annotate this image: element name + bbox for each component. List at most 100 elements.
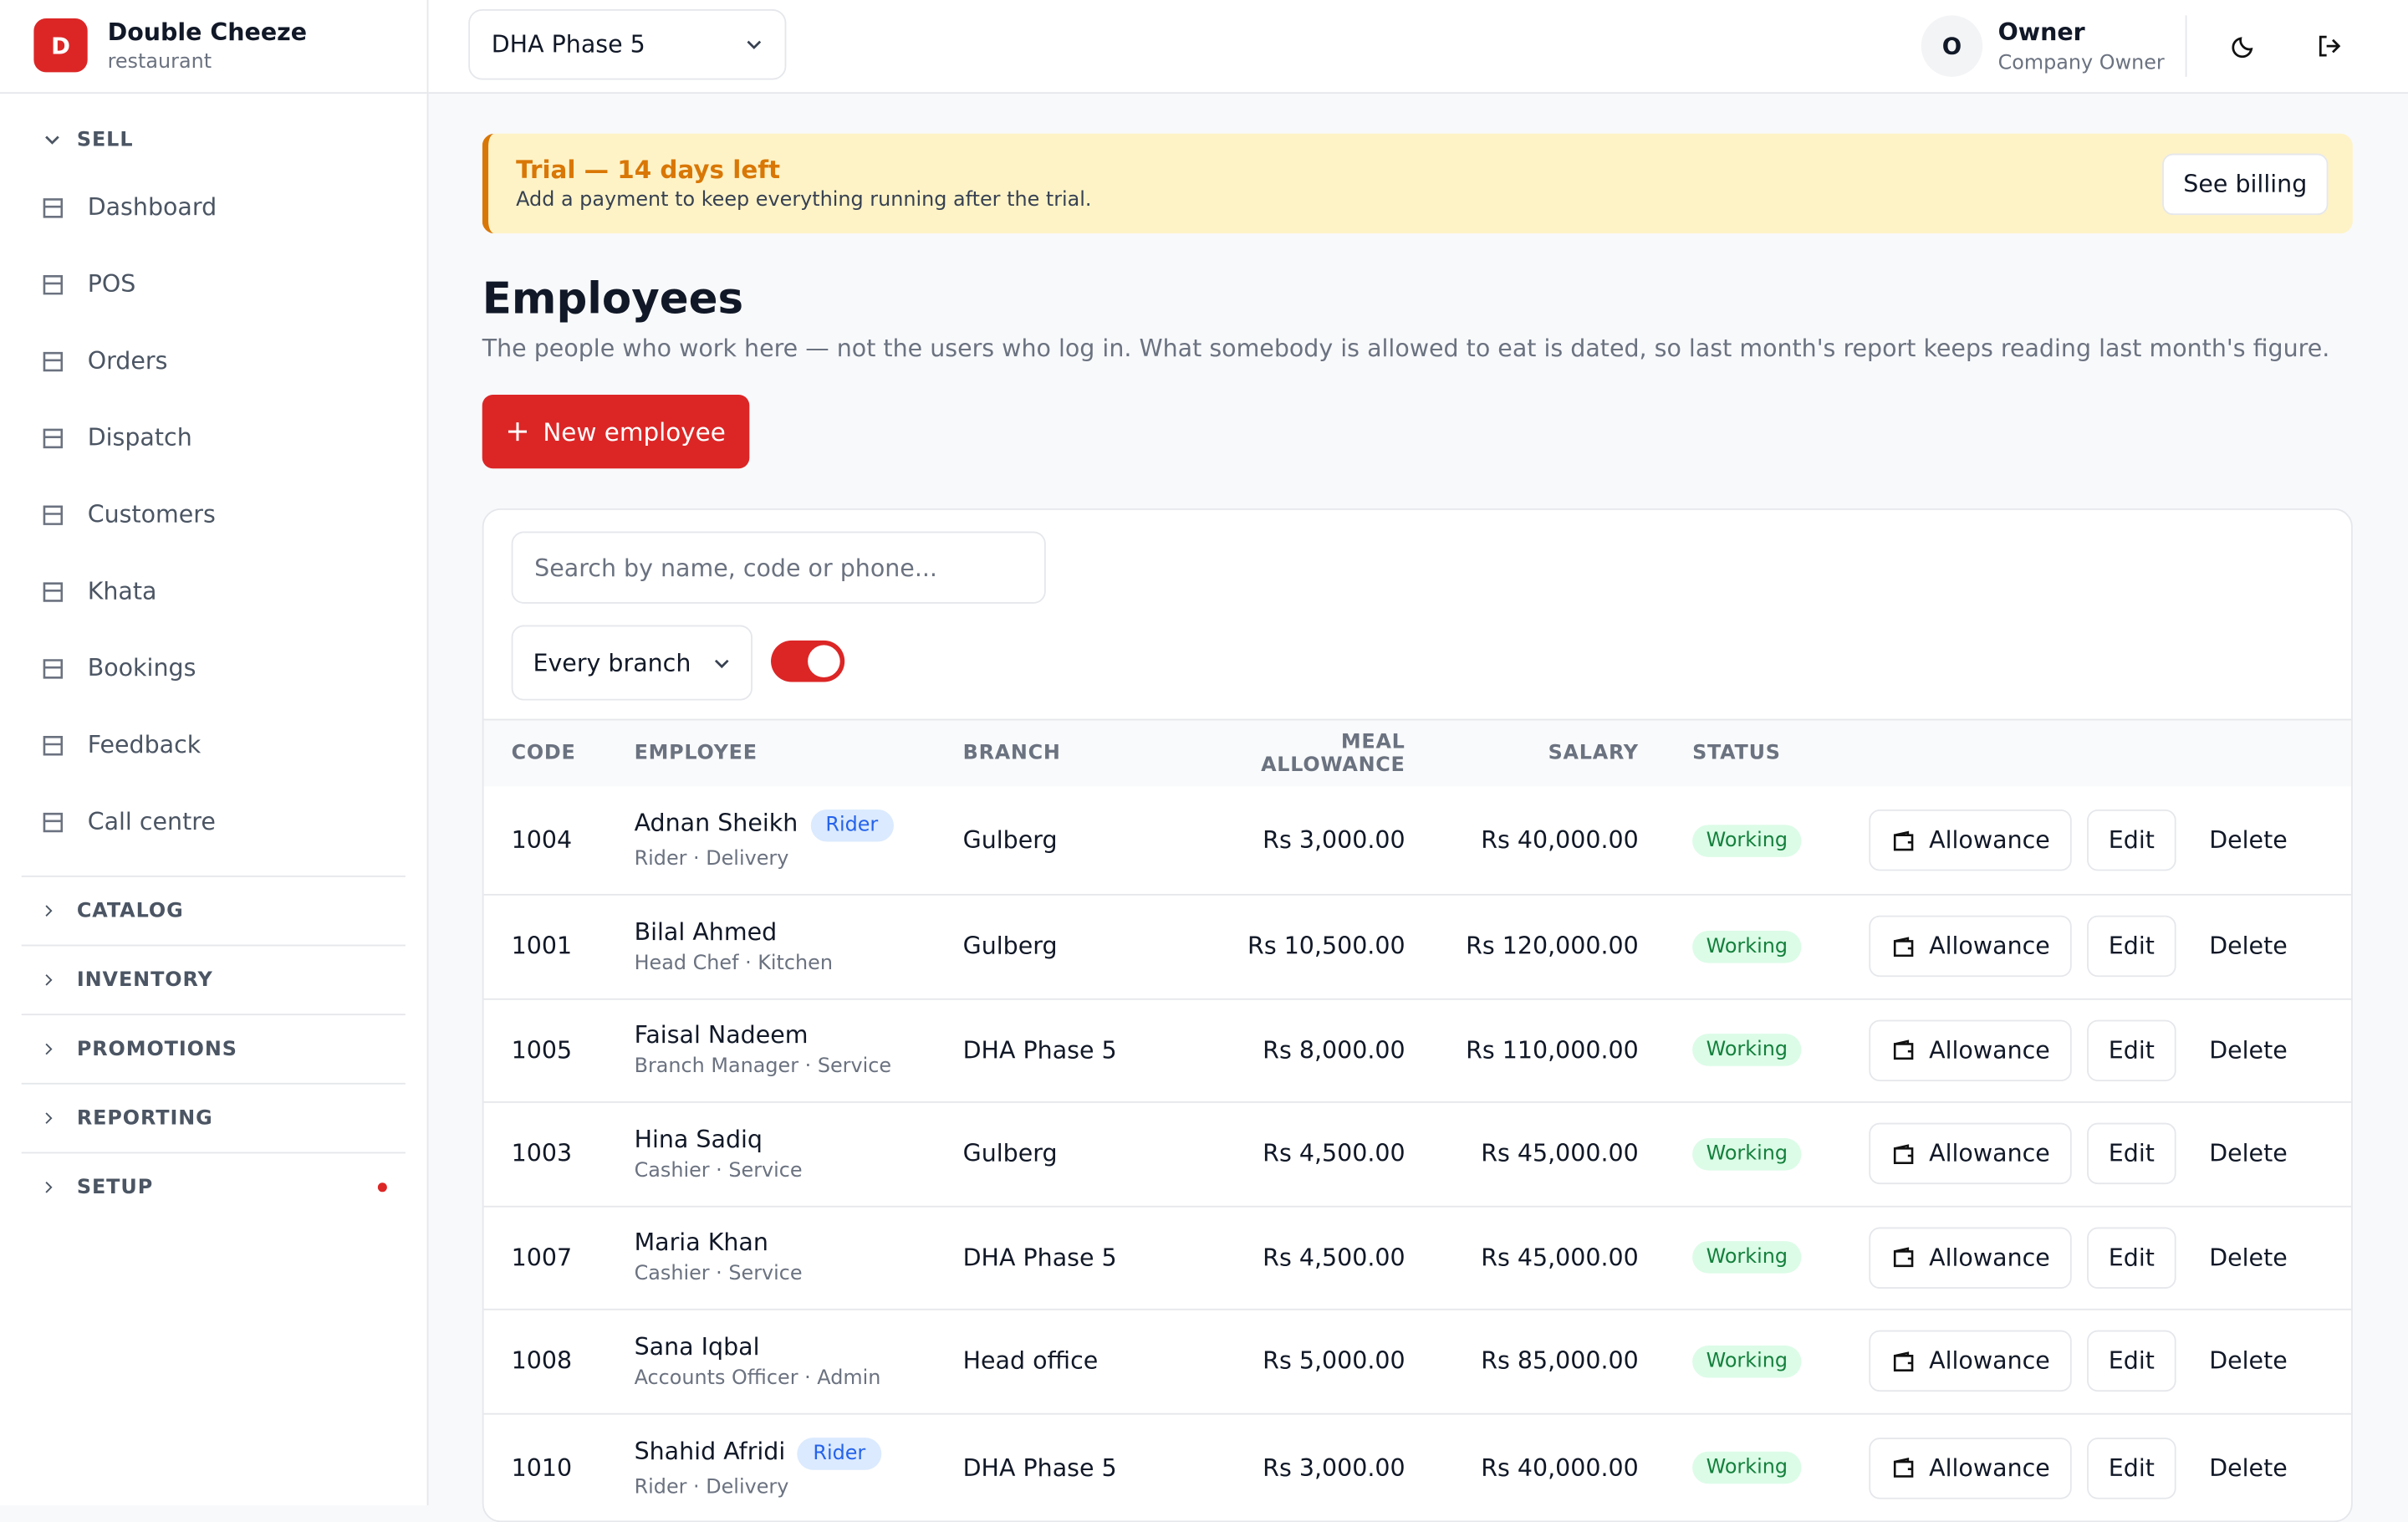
nav-label: Khata bbox=[87, 577, 157, 605]
nav-item[interactable]: Khata bbox=[0, 553, 427, 630]
section-title: SETUP bbox=[76, 1176, 154, 1199]
nav-section[interactable]: INVENTORY bbox=[21, 944, 406, 1014]
role-badge: Rider bbox=[809, 809, 894, 842]
delete-button[interactable]: Delete bbox=[2191, 1123, 2305, 1185]
nav-item[interactable]: Dashboard bbox=[0, 169, 427, 246]
brand: D Double Cheeze restaurant bbox=[0, 0, 427, 94]
nav-item[interactable]: Call centre bbox=[0, 784, 427, 861]
search-input[interactable]: Search by name, code or phone... bbox=[511, 531, 1046, 604]
icon-path bbox=[43, 811, 64, 832]
icon-path bbox=[1894, 1143, 1914, 1164]
icon bbox=[43, 197, 64, 217]
edit-button[interactable]: Edit bbox=[2087, 1019, 2176, 1081]
allowance-label: Allowance bbox=[1929, 1347, 2050, 1376]
icon-path bbox=[43, 197, 64, 217]
nav-section-open[interactable]: SELL bbox=[0, 110, 427, 169]
nav-section[interactable]: REPORTING bbox=[21, 1082, 406, 1152]
employee-role: Rider · Delivery bbox=[634, 847, 789, 871]
edit-button[interactable]: Edit bbox=[2087, 1123, 2176, 1185]
allowance-label: Allowance bbox=[1929, 826, 2050, 855]
section-title: CATALOG bbox=[76, 899, 184, 922]
icon bbox=[43, 350, 64, 371]
icon-path bbox=[45, 1112, 53, 1124]
banner-text: Add a payment to keep everything running… bbox=[516, 188, 1092, 212]
see-billing[interactable]: See billing bbox=[2162, 153, 2329, 216]
nav-item[interactable]: Bookings bbox=[0, 630, 427, 707]
allowance-label: Allowance bbox=[1929, 1140, 2050, 1168]
employee-cell: Sana Iqbal Accounts Officer · Admin bbox=[635, 1333, 963, 1390]
meal-allowance: Rs 5,000.00 bbox=[1263, 1347, 1406, 1376]
meal-allowance: Rs 3,000.00 bbox=[1263, 826, 1406, 855]
nav-item[interactable]: Dispatch bbox=[0, 400, 427, 477]
nav-item[interactable]: Customers bbox=[0, 476, 427, 553]
status-cell: Working bbox=[1639, 1451, 1870, 1484]
branch-filter[interactable]: Every branch bbox=[511, 625, 753, 701]
employee-code: 1007 bbox=[511, 1244, 573, 1272]
delete-button[interactable]: Delete bbox=[2191, 1437, 2305, 1499]
table-body: 1004 Adnan Sheikh Rider Rider · Delivery Gul… bbox=[483, 786, 2352, 1520]
nav-item[interactable]: POS bbox=[0, 246, 427, 323]
nav-section[interactable]: SETUP bbox=[21, 1152, 406, 1222]
plus-icon bbox=[508, 422, 527, 442]
icon bbox=[43, 274, 64, 294]
nav: SELL Dashboard POS Orders Dispatch Customers… bbox=[0, 110, 427, 1221]
allowance-button[interactable]: Allowance bbox=[1869, 1437, 2072, 1499]
section-title: PROMOTIONS bbox=[76, 1037, 237, 1061]
delete-button[interactable]: Delete bbox=[2191, 1227, 2305, 1289]
table-row: 1001 Bilal Ahmed Head Chef · Kitchen Gulber… bbox=[483, 893, 2352, 998]
alert-dot bbox=[377, 1182, 387, 1193]
theme-toggle[interactable] bbox=[2230, 33, 2258, 60]
column-header: STATUS bbox=[1692, 742, 1781, 765]
edit-button[interactable]: Edit bbox=[2087, 1227, 2176, 1289]
actions: Allowance Edit Delete bbox=[1869, 1019, 2305, 1081]
allowance-button[interactable]: Allowance bbox=[1869, 916, 2072, 978]
edit-button[interactable]: Edit bbox=[2087, 1437, 2176, 1499]
toggle[interactable] bbox=[771, 640, 845, 682]
actions: Allowance Edit Delete bbox=[1869, 916, 2305, 978]
column-header: CODE bbox=[511, 742, 576, 765]
employee-code: 1010 bbox=[511, 1453, 573, 1482]
nav-item[interactable]: Orders bbox=[0, 323, 427, 400]
page-description: The people who work here — not the users… bbox=[482, 335, 2330, 363]
table-header: CODE EMPLOYEE BRANCH MEAL ALLOWANCE SALARY ST… bbox=[483, 718, 2352, 787]
logout[interactable] bbox=[2316, 33, 2344, 60]
allowance-button[interactable]: Allowance bbox=[1869, 809, 2072, 871]
delete-button[interactable]: Delete bbox=[2191, 809, 2305, 871]
status-pill: Working bbox=[1692, 1345, 1802, 1378]
icon-path bbox=[45, 974, 53, 986]
nav-section[interactable]: PROMOTIONS bbox=[21, 1014, 406, 1083]
icon bbox=[43, 811, 64, 832]
nav-closed: CATALOG INVENTORY PROMOTIONS REPORTING SETUP bbox=[0, 875, 427, 1222]
actions: Allowance Edit Delete bbox=[1869, 1330, 2305, 1392]
delete-button[interactable]: Delete bbox=[2191, 1019, 2305, 1081]
status-pill: Working bbox=[1692, 930, 1802, 963]
nav-label: Dispatch bbox=[87, 423, 192, 452]
nav-section[interactable]: CATALOG bbox=[21, 875, 406, 945]
new-employee[interactable]: New employee bbox=[482, 395, 750, 469]
edit-button[interactable]: Edit bbox=[2087, 916, 2176, 978]
edit-button[interactable]: Edit bbox=[2087, 809, 2176, 871]
branch-select[interactable]: DHA Phase 5 bbox=[468, 9, 787, 80]
nav-label: POS bbox=[87, 270, 136, 299]
chevron bbox=[45, 135, 59, 145]
allowance-label: Allowance bbox=[1929, 1036, 2050, 1065]
column-header: BRANCH bbox=[962, 742, 1061, 765]
section-title: SELL bbox=[76, 128, 134, 151]
delete-button[interactable]: Delete bbox=[2191, 1330, 2305, 1392]
employee-cell: Bilal Ahmed Head Chef · Kitchen bbox=[635, 918, 963, 975]
allowance-button[interactable]: Allowance bbox=[1869, 1019, 2072, 1081]
allowance-button[interactable]: Allowance bbox=[1869, 1123, 2072, 1185]
nav-item[interactable]: Feedback bbox=[0, 707, 427, 784]
chevron bbox=[714, 658, 729, 668]
allowance-button[interactable]: Allowance bbox=[1869, 1227, 2072, 1289]
user-avatar: O bbox=[1921, 15, 1983, 77]
icon-path bbox=[43, 658, 64, 678]
allowance-button[interactable]: Allowance bbox=[1869, 1330, 2072, 1392]
delete-button[interactable]: Delete bbox=[2191, 916, 2305, 978]
icon bbox=[1894, 1457, 1914, 1478]
nav-items: Dashboard POS Orders Dispatch Customers Khata… bbox=[0, 169, 427, 861]
actions: Allowance Edit Delete bbox=[1869, 1437, 2305, 1499]
employee-code: 1008 bbox=[511, 1347, 573, 1376]
edit-button[interactable]: Edit bbox=[2087, 1330, 2176, 1392]
